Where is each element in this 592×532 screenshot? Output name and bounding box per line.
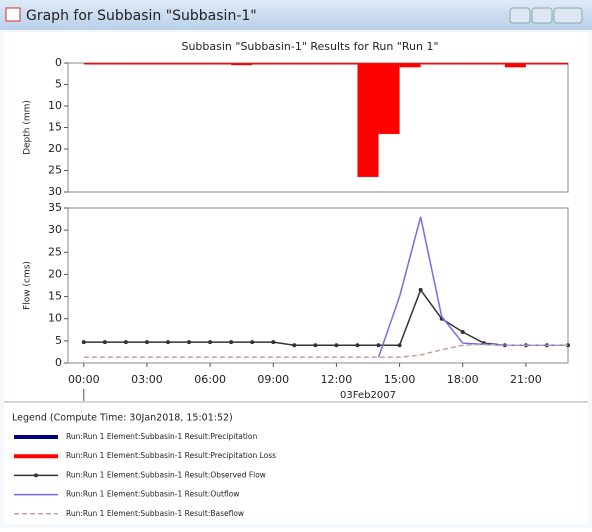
bar: [83, 63, 105, 65]
marker: [144, 340, 149, 345]
bar: [546, 63, 568, 65]
marker: [418, 287, 423, 292]
marker: [292, 343, 297, 348]
y-tick-label: 5: [55, 78, 62, 91]
window-title: Graph for Subbasin "Subbasin-1": [26, 8, 257, 24]
marker: [376, 343, 381, 348]
bar: [252, 63, 274, 65]
marker: [355, 343, 360, 348]
x-tick-label: 15:00: [384, 373, 416, 386]
bar: [336, 63, 358, 65]
series-line: [377, 216, 568, 358]
y-tick-label: 20: [48, 267, 62, 280]
bar: [104, 63, 126, 65]
marker: [460, 330, 465, 334]
x-tick-label: 12:00: [321, 373, 353, 386]
marker: [187, 340, 192, 345]
y-tick-label: 10: [48, 99, 62, 112]
x-axis-label: 03Feb2007: [340, 390, 396, 401]
bar: [273, 63, 295, 65]
legend-label: Run:Run 1 Element:Subbasin-1 Result:Outf…: [66, 490, 239, 499]
marker: [208, 340, 213, 345]
bar: [315, 63, 337, 65]
marker: [229, 340, 234, 345]
minimize-button[interactable]: [509, 7, 531, 24]
plot-area: [67, 207, 569, 364]
marker: [313, 343, 318, 348]
chart-title: Subbasin "Subbasin-1" Results for Run "R…: [181, 40, 438, 53]
y-axis-label: Flow (cms): [23, 261, 33, 310]
marker: [102, 340, 107, 345]
y-tick-label: 20: [48, 142, 62, 155]
series-line: [83, 343, 568, 358]
legend-title: Legend (Compute Time: 30Jan2018, 15:01:5…: [12, 413, 233, 424]
bar: [210, 63, 232, 65]
series-line: [83, 288, 568, 347]
x-tick-label: 06:00: [194, 373, 226, 386]
x-tick-label: 21:00: [510, 373, 542, 386]
bar: [168, 63, 190, 65]
legend-marker: [34, 473, 38, 478]
x-tick-label: 09:00: [257, 373, 289, 386]
y-tick-label: 0: [55, 56, 62, 69]
bar: [441, 63, 463, 65]
bar: [504, 63, 526, 68]
maximize-button[interactable]: [531, 7, 553, 24]
legend-label: Run:Run 1 Element:Subbasin-1 Result:Prec…: [66, 451, 276, 460]
y-tick-label: 10: [48, 312, 62, 325]
y-tick-label: 5: [55, 334, 62, 347]
legend-label: Run:Run 1 Element:Subbasin-1 Result:Prec…: [66, 432, 257, 441]
x-tick-label: 18:00: [447, 373, 479, 386]
marker: [81, 340, 86, 345]
y-axis-label: Depth (mm): [23, 100, 33, 155]
title-bar: [0, 0, 592, 30]
bar: [378, 63, 400, 134]
legend-label: Run:Run 1 Element:Subbasin-1 Result:Base…: [66, 509, 244, 518]
bar: [125, 63, 147, 65]
x-tick-label: 00:00: [68, 373, 100, 386]
y-tick-label: 30: [48, 185, 62, 198]
bar: [399, 63, 421, 68]
bar: [357, 63, 379, 177]
close-button[interactable]: [553, 7, 583, 24]
bar: [483, 63, 505, 65]
y-tick-label: 15: [48, 290, 62, 303]
marker: [397, 343, 402, 348]
y-tick-label: 30: [48, 223, 62, 236]
y-tick-label: 25: [48, 245, 62, 258]
marker: [271, 340, 276, 345]
y-tick-label: 0: [55, 356, 62, 369]
x-tick-label: 03:00: [131, 373, 163, 386]
bar: [525, 63, 547, 65]
marker: [123, 340, 128, 345]
bar: [294, 63, 316, 65]
legend-label: Run:Run 1 Element:Subbasin-1 Result:Obse…: [66, 470, 266, 479]
y-tick-label: 35: [48, 201, 62, 214]
bar: [462, 63, 484, 65]
marker: [166, 340, 170, 345]
bar: [189, 63, 211, 65]
y-tick-label: 25: [48, 164, 62, 177]
marker: [334, 343, 339, 348]
bar: [420, 63, 442, 65]
y-tick-label: 15: [48, 121, 62, 134]
bar: [231, 63, 253, 66]
marker: [250, 340, 255, 345]
plot-area: [67, 62, 569, 193]
bar: [146, 63, 168, 65]
window-icon: [5, 7, 21, 22]
